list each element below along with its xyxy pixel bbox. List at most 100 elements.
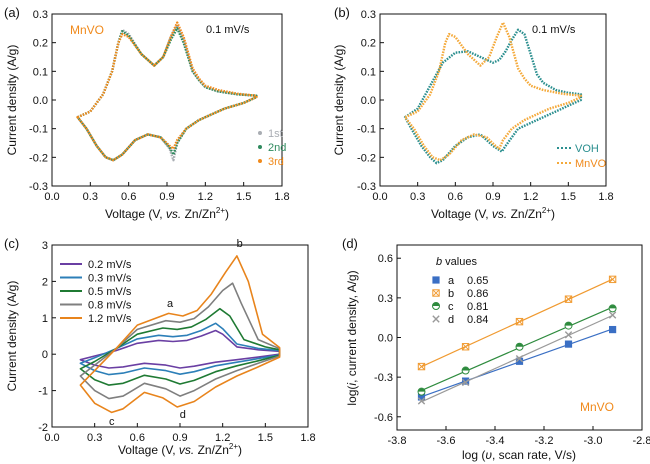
legend-label-voh: VOH	[575, 143, 599, 155]
panel-d-legend-name-b: b	[448, 288, 454, 300]
panel-d-point-b-0-box	[417, 362, 426, 371]
panel-a-legend: 1st 2nd 3rd	[258, 128, 286, 168]
panel-c-ytick-label-5: 3	[42, 240, 48, 252]
legend-marker-1st	[258, 131, 262, 135]
panel-d-legend-marker-c-fill	[432, 302, 440, 306]
panel-c-series-4-cv-curve	[79, 255, 281, 414]
panel-b-ytick-label-5: 0.2	[361, 38, 376, 50]
panel-c: (c) Voltage (V, vs. Zn/Zn2+) Current den…	[4, 236, 316, 457]
panel-d-xtick-label-4: -3.0	[584, 435, 603, 447]
panel-d-legend-bvalue-a: 0.65	[467, 275, 488, 287]
panel-d-point-b-4	[608, 275, 617, 284]
panel-d-fit-line-d	[421, 314, 613, 403]
panel-d-legend-bvalue-c: 0.81	[467, 301, 488, 313]
panel-d-point-c-2-fill	[516, 343, 523, 347]
panel-d-ytick-label-2: 0.0	[378, 333, 393, 345]
panel-d-legend-name-a: a	[448, 275, 455, 287]
panel-d-legend-marker-b-cross	[432, 289, 440, 297]
panel-b-ytick-label-4: 0.1	[361, 66, 376, 78]
panel-d-point-b-3	[564, 295, 573, 303]
panel-a-material-tag: MnVO	[70, 23, 104, 37]
panel-d-point-b-1-cross	[462, 343, 470, 351]
panel-c-ytick-label-3: 1	[42, 313, 48, 325]
panel-d-point-d-1	[461, 378, 470, 387]
panel-d-xtick-label-1: -3.6	[437, 435, 456, 447]
panel-d-ytick-label-3: 0.3	[378, 293, 393, 305]
panel-d-point-b-2-cross	[515, 318, 524, 326]
panel-a: (a) MnVO 0.1 mV/s 1st 2nd 3rd Voltage (V…	[4, 5, 290, 221]
panel-b-series-1-cv-curve	[403, 21, 583, 162]
panel-a-series-2-cv-curve	[76, 21, 258, 162]
panel-d-point-d-0	[417, 397, 426, 405]
panel-d-point-b-0	[417, 362, 426, 371]
panel-c-ytick-label-1: -1	[38, 386, 48, 398]
panel-c-legend-label-0: 0.2 mV/s	[88, 259, 132, 271]
panel-b-xtick-label-0: 0.0	[372, 191, 387, 203]
panel-b-xtick-label-4: 1.2	[523, 191, 538, 203]
panel-d-point-a-4	[609, 325, 617, 334]
panel-a-xlabel: Voltage (V, vs. Zn/Zn2+)	[105, 206, 229, 221]
panel-d-point-c-3-fill	[565, 322, 572, 326]
panel-b-ytick-label-3: 0.0	[361, 95, 376, 107]
panel-d-xtick-label-0: -3.8	[388, 435, 407, 447]
panel-b-ytick-label-6: 0.3	[361, 9, 376, 21]
panel-d-legend-marker-c	[432, 302, 440, 310]
panel-d-point-b-2-box	[515, 317, 524, 326]
panel-b-frame	[379, 13, 607, 187]
panel-a-ytick-label-2: -0.1	[29, 124, 48, 136]
panel-c-xtick-label-4: 1.2	[215, 432, 230, 444]
panel-d-point-c-1	[461, 366, 470, 375]
panel-d-legend-bvalue-d: 0.84	[467, 314, 488, 326]
panel-c-xtick-label-5: 1.5	[258, 432, 273, 444]
legend-marker-3rd	[258, 159, 262, 163]
panel-a-ytick-label-1: -0.2	[29, 152, 48, 164]
panel-d-fit-line-b	[421, 278, 613, 368]
panel-c-peak-label-c: c	[109, 416, 115, 428]
panel-d-legend-marker-b	[432, 289, 440, 297]
panel-d-point-d-4	[608, 311, 617, 319]
panel-b-legend: VOH MnVO	[557, 143, 607, 170]
panel-a-xtick-label-6: 1.8	[274, 191, 289, 203]
panel-a-ylabel: Current density (A/g)	[5, 45, 19, 156]
legend-marker-2nd	[258, 145, 262, 149]
panel-c-ylabel: Current density (A/g)	[5, 281, 19, 392]
panel-b-ylabel: Current density (A/g)	[332, 45, 346, 156]
panel-c-label: (c)	[4, 236, 19, 251]
panel-d-point-c-0-fill	[418, 388, 425, 392]
panel-d: (d) MnVO log (υ, scan rate, V/s) log(i, …	[342, 236, 650, 462]
panel-d-point-b-0-cross	[417, 363, 426, 371]
panel-d-point-a-3	[564, 340, 573, 348]
panel-b-rate: 0.1 mV/s	[532, 24, 576, 36]
panel-c-ytick-label-0: -2	[38, 422, 48, 434]
panel-d-point-c-0	[417, 387, 426, 396]
panel-d-legend-marker-a	[432, 276, 440, 284]
panel-b-ytick-label-0: -0.3	[357, 181, 376, 193]
panel-d-point-c-1-fill	[462, 367, 469, 371]
panel-d-point-b-1	[461, 343, 470, 351]
panel-c-peak-label-b: b	[237, 238, 243, 250]
panel-d-legend-marker-b-box	[432, 289, 440, 297]
panel-d-legend-name-c: c	[448, 301, 454, 313]
panel-a-label: (a)	[4, 5, 20, 20]
panel-b-xlabel: Voltage (V, vs. Zn/Zn2+)	[431, 206, 555, 221]
panel-c-legend-label-2: 0.5 mV/s	[88, 286, 132, 298]
panel-a-xtick-label-5: 1.5	[236, 191, 251, 203]
panel-b: (b) 0.1 mV/s VOH MnVO Voltage (V, vs. Zn…	[332, 5, 614, 221]
panel-d-xtick-label-3: -3.2	[535, 435, 554, 447]
panel-d-xtick-label-5: -2.8	[633, 435, 650, 447]
panel-d-ytick-label-0: -0.6	[374, 412, 393, 424]
panel-c-peak-label-d: d	[180, 409, 186, 421]
panel-d-point-b-1-box	[461, 343, 470, 351]
panel-a-ytick-label-3: 0.0	[33, 95, 48, 107]
panel-d-xtick-label-2: -3.4	[486, 435, 505, 447]
panel-a-xtick-label-0: 0.0	[44, 191, 59, 203]
legend-label-3rd: 3rd	[268, 156, 284, 168]
panel-b-series-0-cv-curve	[403, 28, 583, 165]
panel-c-xtick-label-0: 0.0	[44, 432, 59, 444]
panel-b-ytick-label-2: -0.1	[357, 124, 376, 136]
panel-c-legend-label-1: 0.3 mV/s	[88, 273, 132, 285]
panel-c-xlabel: Voltage (V, vs. Zn/Zn2+)	[118, 442, 242, 457]
panel-b-xtick-label-5: 1.5	[561, 191, 576, 203]
panel-d-point-c-2	[515, 342, 524, 351]
